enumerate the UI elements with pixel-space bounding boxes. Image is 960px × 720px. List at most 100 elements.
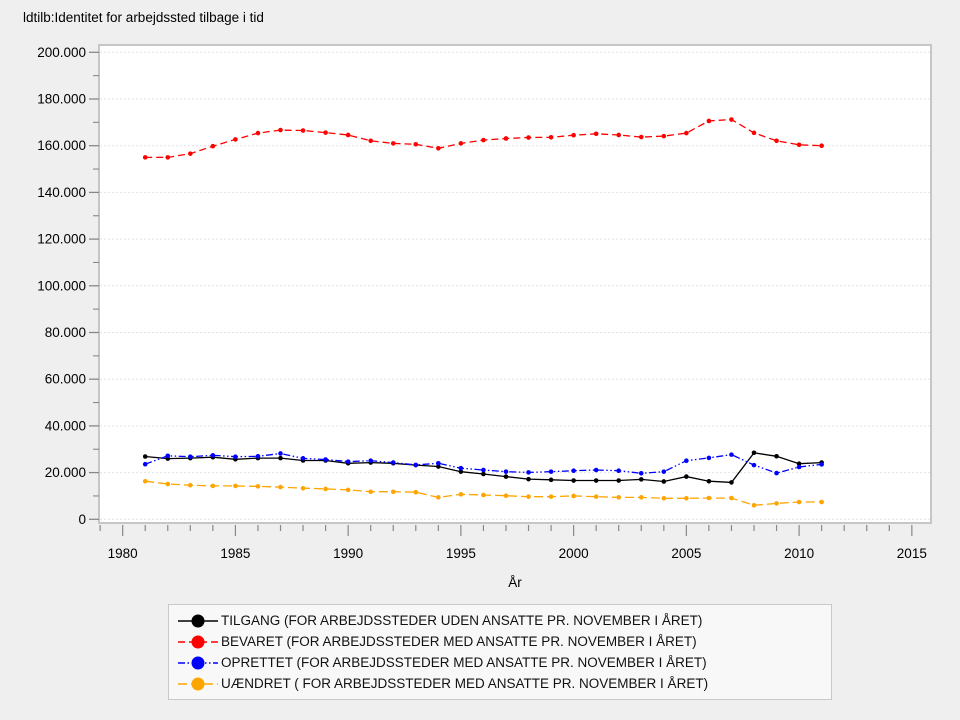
data-point-marker <box>616 495 622 500</box>
data-point-marker <box>526 470 531 475</box>
data-point-marker <box>323 486 328 492</box>
y-tick-label: 0 <box>78 512 86 527</box>
data-point-marker <box>684 130 689 136</box>
data-point-marker <box>751 450 757 456</box>
data-point-marker <box>729 452 734 457</box>
data-point-marker <box>165 481 171 487</box>
data-point-marker <box>548 134 554 140</box>
y-tick-label: 100.000 <box>37 278 86 293</box>
data-point-marker <box>616 478 622 483</box>
data-point-marker <box>774 501 779 506</box>
y-tick-label: 140.000 <box>37 185 86 200</box>
data-point-marker <box>300 128 306 133</box>
data-point-marker <box>706 478 712 484</box>
data-point-marker <box>481 467 486 473</box>
data-point-marker <box>819 462 824 467</box>
y-tick-label: 40.000 <box>45 418 86 433</box>
data-point-marker <box>188 454 193 460</box>
y-tick-label: 120.000 <box>37 232 86 247</box>
data-point-marker <box>616 132 622 138</box>
data-point-marker <box>526 494 531 499</box>
x-tick-label: 1995 <box>446 546 476 561</box>
data-point-marker <box>210 453 216 458</box>
data-point-marker <box>548 469 554 474</box>
x-tick-label: 1980 <box>108 546 138 561</box>
data-point-marker <box>774 453 779 459</box>
data-point-marker <box>638 477 644 482</box>
data-point-marker <box>593 467 599 473</box>
x-tick-label: 2010 <box>784 546 814 561</box>
legend-line-marker-icon <box>177 655 221 671</box>
data-point-marker <box>481 492 486 498</box>
data-point-marker <box>278 451 283 456</box>
data-point-marker <box>593 131 599 137</box>
data-point-marker <box>458 469 464 474</box>
data-point-marker <box>751 502 757 508</box>
data-point-marker <box>661 469 667 474</box>
data-point-marker <box>458 465 464 471</box>
y-tick-label: 20.000 <box>45 465 86 480</box>
data-point-marker <box>819 143 824 148</box>
legend-line-marker-icon <box>177 613 221 629</box>
legend-label: UÆNDRET ( FOR ARBEJDSSTEDER MED ANSATTE … <box>221 676 709 691</box>
data-point-marker <box>413 489 419 495</box>
legend-line-marker-icon <box>177 676 221 692</box>
legend-item: UÆNDRET ( FOR ARBEJDSSTEDER MED ANSATTE … <box>177 674 831 694</box>
data-point-marker <box>796 499 802 505</box>
data-point-marker <box>390 141 396 146</box>
data-point-marker <box>390 460 396 465</box>
data-point-marker <box>706 118 712 124</box>
data-point-marker <box>210 483 216 489</box>
chart-title: ldtilb:Identitet for arbejdssted tilbage… <box>23 10 264 25</box>
data-point-marker <box>165 155 171 160</box>
data-point-marker <box>616 468 622 474</box>
data-point-marker <box>300 485 306 491</box>
data-point-marker <box>684 474 689 479</box>
data-point-marker <box>368 138 373 144</box>
data-point-marker <box>436 460 441 466</box>
data-point-marker <box>436 495 441 500</box>
data-point-marker <box>571 468 576 474</box>
data-point-marker <box>638 471 644 476</box>
data-point-marker <box>210 143 216 149</box>
data-point-marker <box>503 136 509 141</box>
data-point-marker <box>684 458 689 463</box>
plot-area <box>98 44 932 524</box>
data-point-marker <box>300 456 306 461</box>
data-point-marker <box>323 130 328 135</box>
data-point-marker <box>638 134 644 140</box>
data-point-marker <box>436 464 441 469</box>
data-point-marker <box>368 458 373 463</box>
x-tick-label: 2015 <box>897 546 927 561</box>
y-tick-label: 200.000 <box>37 45 86 60</box>
data-point-marker <box>142 454 148 459</box>
data-point-marker <box>413 141 419 147</box>
data-point-marker <box>233 137 238 142</box>
data-point-marker <box>413 462 419 468</box>
x-tick-label: 2000 <box>559 546 589 561</box>
y-tick-label: 180.000 <box>37 92 86 107</box>
data-point-marker <box>481 137 486 143</box>
data-point-marker <box>593 494 599 499</box>
data-point-marker <box>458 492 464 497</box>
data-point-marker <box>571 493 576 499</box>
data-point-marker <box>751 462 757 468</box>
data-point-marker <box>503 493 509 499</box>
data-point-marker <box>142 478 148 484</box>
data-point-marker <box>390 489 396 495</box>
data-point-marker <box>774 470 779 476</box>
data-point-marker <box>593 478 599 483</box>
data-point-marker <box>751 130 757 136</box>
data-point-marker <box>661 495 667 501</box>
legend-item: TILGANG (FOR ARBEJDSSTEDER UDEN ANSATTE … <box>177 611 831 631</box>
data-point-marker <box>774 138 779 144</box>
data-point-marker <box>233 483 238 489</box>
data-point-marker <box>526 476 531 482</box>
data-point-marker <box>165 453 171 459</box>
x-tick-label: 1985 <box>220 546 250 561</box>
legend-item: BEVARET (FOR ARBEJDSSTEDER MED ANSATTE P… <box>177 632 831 652</box>
data-point-marker <box>661 479 667 484</box>
y-tick-label: 60.000 <box>45 372 86 387</box>
data-point-marker <box>796 461 802 467</box>
data-point-marker <box>481 471 486 477</box>
